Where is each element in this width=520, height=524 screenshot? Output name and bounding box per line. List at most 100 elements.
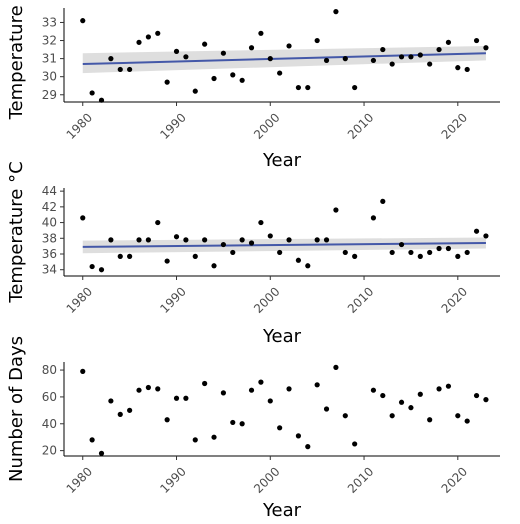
data-point bbox=[248, 387, 255, 393]
x-tick-label: 1980 bbox=[64, 464, 95, 495]
data-point bbox=[436, 245, 442, 252]
data-point bbox=[305, 84, 311, 91]
data-point bbox=[314, 37, 320, 44]
x-tick-label: 2020 bbox=[439, 110, 470, 141]
data-point bbox=[483, 45, 489, 51]
data-point bbox=[164, 417, 170, 423]
data-point bbox=[136, 387, 142, 393]
data-point bbox=[89, 263, 95, 270]
y-tick-label: 60 bbox=[42, 390, 57, 404]
data-point bbox=[80, 215, 86, 221]
data-point bbox=[323, 406, 330, 412]
x-axis-title: Year bbox=[262, 500, 302, 521]
data-point bbox=[352, 441, 358, 447]
data-point bbox=[455, 413, 461, 419]
data-point bbox=[445, 245, 452, 252]
data-point bbox=[108, 398, 114, 404]
data-point bbox=[323, 57, 330, 64]
data-point bbox=[305, 444, 311, 450]
data-point bbox=[267, 398, 273, 404]
data-point bbox=[211, 434, 217, 440]
data-point bbox=[380, 198, 386, 204]
data-point bbox=[380, 392, 386, 399]
data-point bbox=[277, 249, 283, 256]
x-tick-label: 2000 bbox=[251, 110, 282, 141]
data-point bbox=[277, 70, 283, 76]
data-point bbox=[408, 405, 414, 411]
data-point bbox=[483, 397, 489, 403]
data-point bbox=[211, 75, 217, 82]
data-point bbox=[445, 383, 452, 389]
data-point bbox=[145, 34, 151, 40]
data-point bbox=[248, 240, 255, 246]
x-axis-title: Year bbox=[262, 150, 302, 171]
y-tick-label: 34 bbox=[42, 263, 57, 277]
data-point bbox=[370, 57, 377, 64]
data-point bbox=[220, 50, 226, 56]
data-point bbox=[248, 45, 255, 51]
data-point bbox=[408, 249, 414, 256]
data-point bbox=[127, 253, 133, 259]
data-point bbox=[427, 61, 433, 67]
data-point bbox=[80, 18, 86, 24]
data-point bbox=[192, 88, 198, 94]
data-point bbox=[286, 43, 292, 49]
data-point bbox=[89, 437, 95, 443]
data-point bbox=[427, 249, 433, 256]
data-point bbox=[380, 46, 386, 53]
data-point bbox=[230, 72, 236, 78]
data-point bbox=[398, 54, 405, 60]
data-point bbox=[202, 380, 208, 387]
data-point bbox=[183, 237, 189, 243]
y-tick-label: 36 bbox=[42, 247, 57, 261]
x-tick-label: 2020 bbox=[439, 284, 470, 315]
data-point bbox=[230, 419, 236, 426]
data-point bbox=[267, 233, 273, 239]
data-point bbox=[258, 219, 264, 226]
data-point bbox=[117, 66, 123, 73]
y-tick-label: 20 bbox=[42, 444, 57, 458]
data-point bbox=[473, 392, 480, 399]
data-point bbox=[108, 56, 114, 62]
data-point bbox=[417, 253, 423, 259]
data-point bbox=[220, 390, 226, 396]
data-point bbox=[89, 90, 95, 96]
panel-3: 20 40 60 80 1980 1990 2000 2010 2020 Year Number o… bbox=[6, 336, 500, 521]
data-point bbox=[127, 407, 133, 413]
data-point bbox=[436, 46, 442, 53]
data-point bbox=[239, 421, 245, 427]
data-point bbox=[314, 382, 320, 388]
data-point bbox=[398, 399, 405, 405]
data-point bbox=[239, 77, 245, 83]
data-point bbox=[408, 54, 414, 60]
data-point bbox=[389, 249, 395, 256]
data-point bbox=[155, 30, 161, 36]
data-point bbox=[286, 237, 292, 243]
y-tick-label: 38 bbox=[42, 231, 57, 245]
data-point bbox=[314, 237, 320, 243]
data-point bbox=[277, 425, 283, 431]
data-point bbox=[295, 257, 302, 263]
x-tick-label: 2010 bbox=[345, 110, 376, 141]
data-point bbox=[445, 39, 452, 45]
data-point bbox=[98, 97, 105, 103]
x-tick-label: 2000 bbox=[251, 464, 282, 495]
x-tick-label: 1980 bbox=[64, 284, 95, 315]
data-point bbox=[342, 413, 348, 419]
data-point bbox=[473, 37, 480, 44]
data-point bbox=[155, 219, 161, 226]
data-point bbox=[80, 368, 86, 374]
data-point bbox=[183, 395, 189, 401]
y-tick-label: 33 bbox=[42, 15, 57, 29]
y-tick-label: 30 bbox=[42, 70, 57, 84]
data-point bbox=[173, 234, 180, 240]
y-tick-label: 40 bbox=[42, 216, 57, 230]
y-tick-label: 42 bbox=[42, 200, 57, 214]
data-point bbox=[286, 386, 292, 392]
data-point bbox=[483, 233, 489, 239]
data-point bbox=[417, 391, 423, 397]
data-point bbox=[164, 79, 170, 85]
x-tick-label: 2000 bbox=[251, 284, 282, 315]
